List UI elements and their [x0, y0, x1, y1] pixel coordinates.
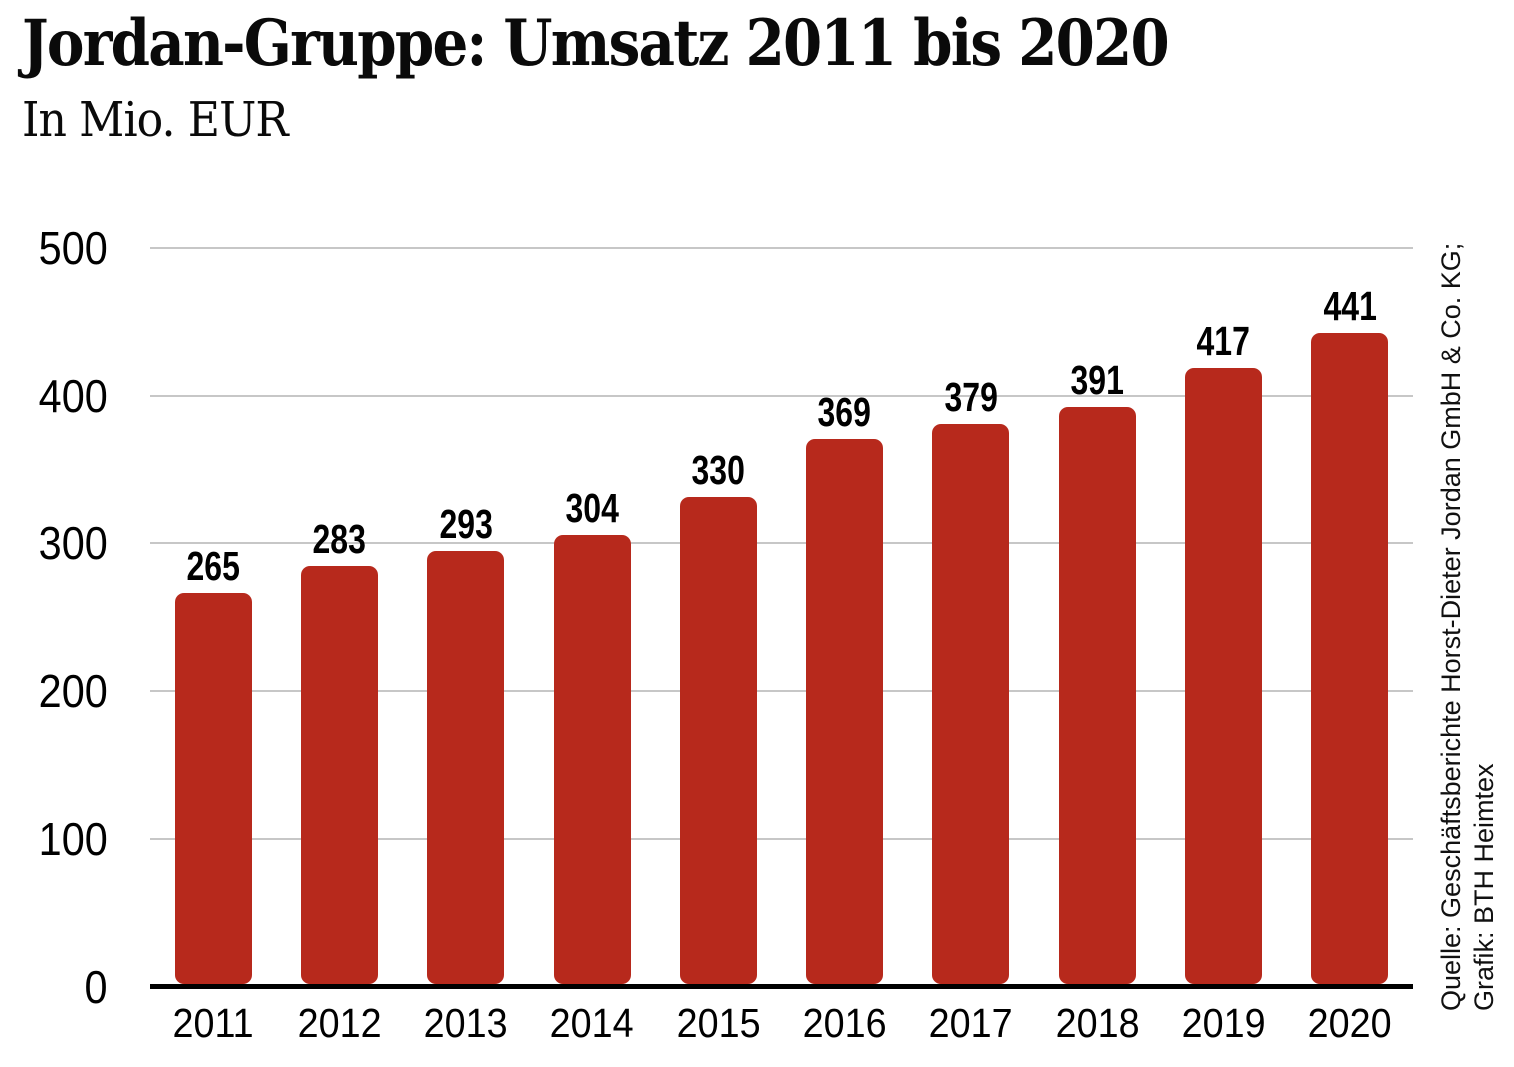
- y-tick-label: 200: [20, 667, 108, 715]
- source-line: Grafik: BTH Heimtex: [1469, 763, 1499, 1011]
- bar-value-text: 265: [186, 542, 240, 589]
- x-tick-text: 2020: [1307, 1000, 1392, 1046]
- bar-value-label: 265: [128, 545, 298, 587]
- x-tick-label: 2012: [254, 1000, 424, 1046]
- x-tick-text: 2015: [676, 1000, 761, 1046]
- bar: [806, 439, 884, 984]
- bar: [1058, 406, 1136, 984]
- bar: [1185, 368, 1263, 984]
- y-tick-text: 300: [38, 517, 108, 570]
- bar-value-text: 441: [1323, 282, 1377, 329]
- bar: [1311, 332, 1389, 984]
- y-tick-label: 0: [20, 963, 108, 1011]
- bar-value-label: 441: [1265, 285, 1435, 327]
- x-tick-label: 2018: [1012, 1000, 1182, 1046]
- source-note: Quelle: Geschäftsberichte Horst-Dieter J…: [1435, 243, 1501, 1011]
- bar-value-label: 304: [507, 487, 677, 529]
- bar-value-text: 330: [691, 446, 746, 493]
- gridline: [150, 690, 1413, 693]
- y-tick-text: 100: [38, 812, 108, 865]
- gridline: [150, 542, 1413, 545]
- y-tick-label: 300: [20, 519, 108, 567]
- y-tick-text: 500: [38, 222, 108, 274]
- x-tick-text: 2019: [1181, 1000, 1266, 1046]
- bar-value-label: 369: [760, 391, 930, 433]
- x-tick-label: 2014: [507, 1000, 677, 1046]
- bar: [427, 551, 505, 984]
- bar-value-text: 304: [565, 485, 619, 531]
- bar: [679, 496, 757, 984]
- gridline: [150, 837, 1413, 840]
- bar-value-text: 379: [944, 374, 998, 421]
- x-axis-line: [150, 984, 1413, 989]
- x-tick-label: 2020: [1265, 1000, 1435, 1046]
- bar-value-label: 379: [886, 376, 1056, 418]
- bar: [553, 535, 631, 984]
- bar-value-text: 293: [439, 501, 493, 548]
- x-tick-text: 2017: [928, 1000, 1013, 1046]
- chart-title: Jordan-Gruppe: Umsatz 2011 bis 2020: [22, 6, 1170, 81]
- x-tick-label: 2017: [886, 1000, 1056, 1046]
- x-tick-label: 2013: [381, 1000, 551, 1046]
- bar-value-text: 417: [1196, 318, 1251, 365]
- bar: [300, 566, 378, 984]
- bar-value-label: 293: [381, 503, 551, 545]
- bar-value-label: 391: [1012, 359, 1182, 401]
- bar: [174, 592, 252, 984]
- bar: [932, 424, 1010, 984]
- x-tick-label: 2019: [1139, 1000, 1309, 1046]
- bar-value-text: 283: [312, 516, 367, 563]
- bar-value-text: 391: [1070, 356, 1124, 403]
- x-tick-label: 2015: [633, 1000, 803, 1046]
- y-tick-text: 200: [38, 665, 108, 718]
- y-tick-label: 100: [20, 815, 108, 863]
- source-line: Quelle: Geschäftsberichte Horst-Dieter J…: [1436, 242, 1466, 1011]
- chart-subtitle: In Mio. EUR: [22, 92, 289, 148]
- x-tick-text: 2011: [172, 1000, 254, 1046]
- bar-value-label: 330: [633, 449, 803, 491]
- x-tick-label: 2011: [128, 1000, 298, 1046]
- gridline: [150, 394, 1413, 397]
- y-tick-label: 400: [20, 372, 108, 420]
- y-tick-label: 500: [20, 224, 108, 272]
- x-tick-text: 2012: [297, 1000, 382, 1046]
- bar-value-label: 417: [1139, 320, 1309, 362]
- bar-value-text: 369: [817, 389, 872, 435]
- bar-value-label: 283: [254, 518, 424, 560]
- x-tick-text: 2014: [550, 1000, 635, 1046]
- x-tick-text: 2016: [802, 1000, 887, 1046]
- x-tick-text: 2018: [1055, 1000, 1140, 1046]
- y-tick-text: 400: [38, 369, 108, 422]
- x-tick-text: 2013: [423, 1000, 508, 1046]
- gridline: [150, 247, 1413, 249]
- x-tick-label: 2016: [760, 1000, 930, 1046]
- y-tick-text: 0: [84, 960, 108, 1013]
